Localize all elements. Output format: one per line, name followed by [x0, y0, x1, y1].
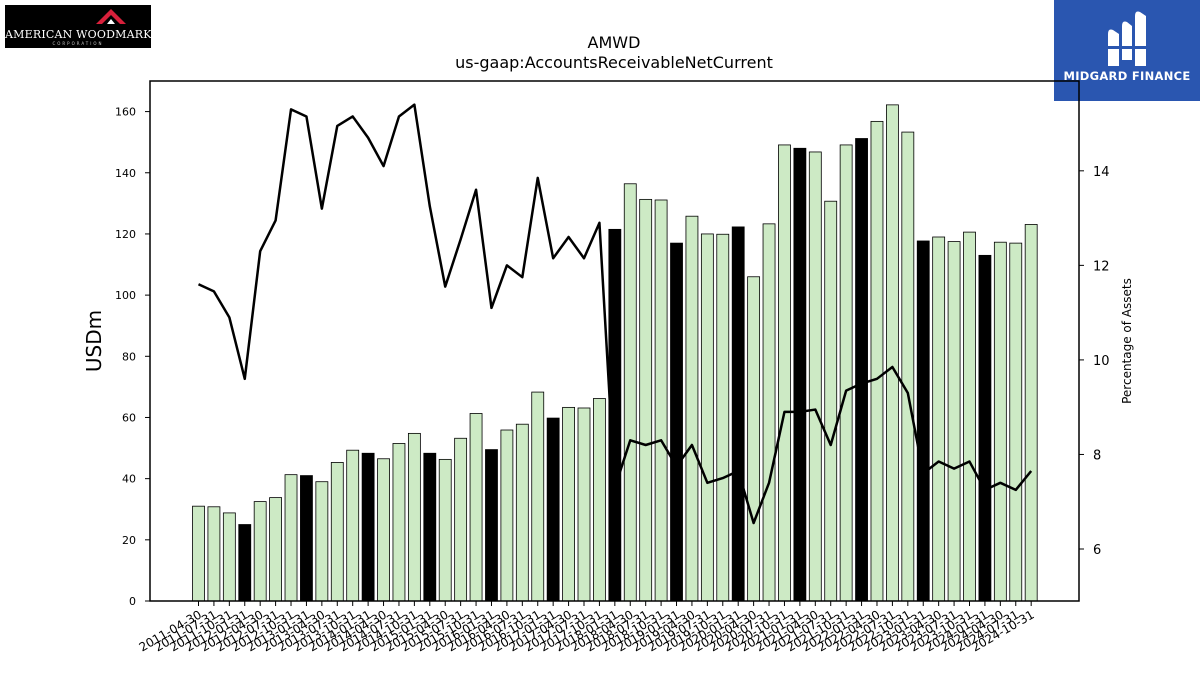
bar-2011-04-30 [192, 505, 205, 602]
y-axis-label: USDm [82, 310, 106, 372]
bar-2018-10-31 [654, 199, 668, 602]
y-tick-label: 40 [122, 473, 136, 486]
bar-2015-04-30 [438, 458, 452, 602]
midgard-finance-logo: MIDGARD FINANCE [1054, 0, 1200, 101]
bar-2021-07-31 [824, 200, 838, 602]
bar-2017-07-31 [577, 407, 591, 602]
bar-2016-10-31 [531, 391, 545, 602]
bar-series [192, 104, 1038, 602]
american-woodmark-logo: AMERICAN WOODMARK CORPORATION [5, 5, 151, 48]
bar-2014-07-31 [392, 443, 406, 602]
bar-2012-04-30 [253, 501, 267, 602]
y-tick-label: 80 [122, 350, 136, 363]
bar-2021-10-31 [839, 144, 853, 602]
bar-2021-01-31 [793, 147, 807, 602]
percentage-of-assets-line [197, 103, 1033, 525]
y2-tick-label: 14 [1093, 165, 1110, 180]
y-tick-label: 120 [115, 228, 136, 241]
plot-frame [149, 80, 1080, 602]
bar-2023-10-31 [963, 231, 976, 602]
y-tick-label: 100 [115, 289, 136, 302]
bar-2013-10-31 [346, 449, 360, 602]
bar-2012-07-31 [269, 497, 283, 602]
bar-2024-04-30 [993, 241, 1007, 602]
bar-2014-04-30 [377, 458, 390, 602]
y2-tick-label: 12 [1093, 259, 1110, 274]
bar-2017-10-31 [593, 398, 606, 602]
bar-2018-04-30 [623, 183, 637, 602]
y2-tick-label: 6 [1093, 543, 1101, 558]
bar-2012-01-31 [238, 524, 252, 602]
bar-2023-04-30 [932, 236, 946, 602]
bar-2022-04-30 [870, 120, 884, 602]
bar-2016-07-31 [515, 423, 529, 602]
bar-2013-04-30 [315, 481, 329, 602]
y-tick-label: 60 [122, 411, 136, 424]
left-logo-brand: AMERICAN WOODMARK [5, 28, 152, 41]
bar-2020-10-31 [778, 144, 791, 602]
bar-2014-01-31 [361, 452, 375, 602]
bar-2011-10-31 [222, 512, 236, 602]
bar-2019-04-30 [685, 215, 699, 602]
y-tick-label: 160 [115, 106, 136, 119]
y-tick-label: 140 [115, 167, 136, 180]
y2-axis-label: Percentage of Assets [1120, 278, 1134, 404]
bar-2015-01-31 [423, 452, 437, 602]
bar-2015-07-31 [454, 437, 468, 602]
bar-2022-01-31 [855, 138, 868, 602]
y2-tick-label: 10 [1093, 354, 1110, 369]
bar-2012-10-31 [284, 474, 298, 602]
line-series [197, 103, 1033, 525]
left-axis-ticks: 0 20 40 60 80 100 120 140 160 [115, 106, 150, 608]
bar-2011-07-31 [207, 506, 221, 602]
bar-2022-10-31 [901, 131, 915, 602]
chart-title: AMWD [588, 33, 641, 52]
bar-2024-01-31 [978, 254, 992, 602]
y-tick-label: 20 [122, 534, 136, 547]
house-roof-icon [96, 9, 126, 24]
bar-2023-01-31 [916, 240, 930, 602]
bar-2017-04-30 [562, 406, 575, 602]
bar-2022-07-31 [886, 104, 899, 602]
bar-2020-01-31 [731, 226, 745, 602]
right-logo-brand: MIDGARD FINANCE [1063, 69, 1191, 83]
bar-2015-10-31 [469, 413, 483, 602]
bar-2017-01-31 [546, 417, 560, 602]
left-logo-sub: CORPORATION [52, 41, 104, 46]
chart-subtitle: us-gaap:AccountsReceivableNetCurrent [455, 53, 773, 72]
bar-2024-10-31 [1024, 224, 1038, 602]
bar-2016-01-31 [485, 449, 498, 602]
y2-tick-label: 8 [1093, 448, 1101, 463]
bar-2016-04-30 [500, 429, 514, 602]
midgard-m-icon [1104, 11, 1150, 66]
bar-2018-07-31 [639, 198, 653, 602]
bar-2019-10-31 [716, 233, 730, 602]
bar-2014-10-31 [407, 432, 421, 602]
bar-2021-04-30 [808, 151, 822, 602]
bar-2019-07-31 [700, 233, 714, 602]
right-axis-ticks: 6 8 10 12 14 [1079, 165, 1110, 558]
bar-2020-07-31 [762, 223, 776, 602]
bar-2019-01-31 [670, 242, 683, 602]
bar-2024-07-31 [1009, 242, 1023, 602]
x-axis-ticks: 2011-04-302011-07-312011-10-312012-01-31… [137, 601, 1037, 654]
bar-2023-07-31 [947, 241, 961, 602]
bar-2013-07-31 [330, 462, 344, 602]
y-tick-label: 0 [129, 595, 136, 608]
bar-2020-04-30 [747, 276, 761, 602]
bar-2013-01-31 [300, 475, 313, 602]
